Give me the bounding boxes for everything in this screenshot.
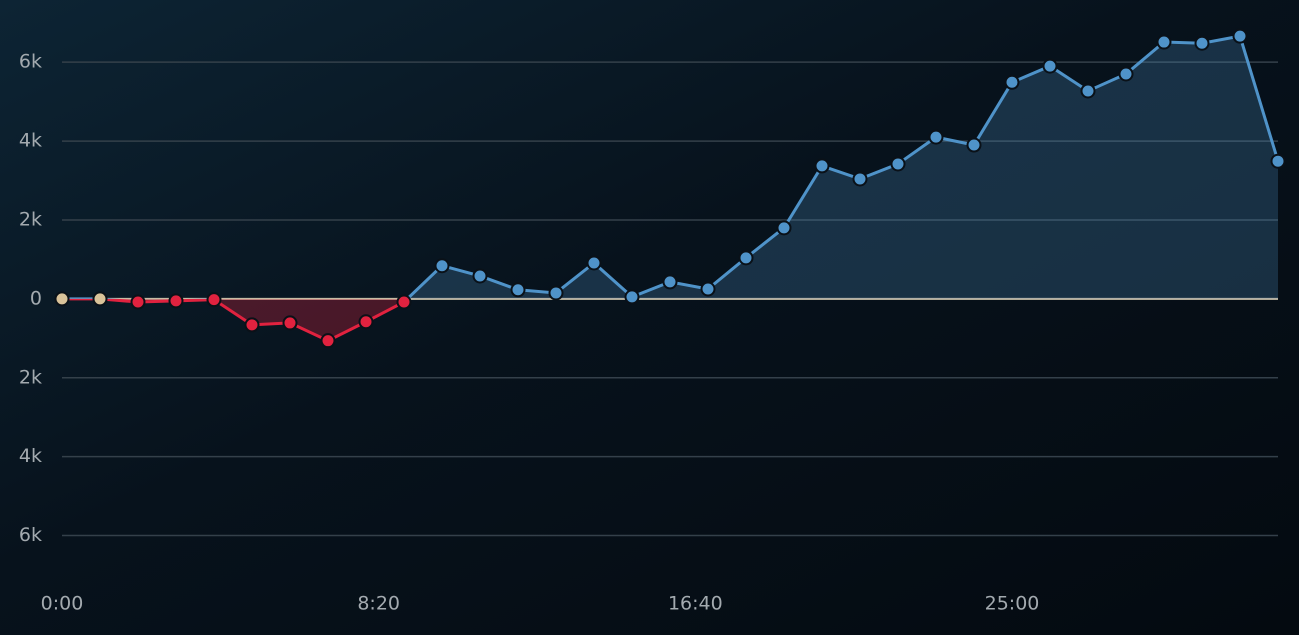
x-tick-label: 0:00 — [41, 593, 84, 615]
data-point — [890, 156, 906, 172]
data-point — [1080, 83, 1096, 99]
data-point — [738, 250, 754, 266]
data-point — [776, 220, 792, 236]
data-point — [928, 129, 944, 145]
data-point — [662, 274, 678, 290]
data-point — [852, 171, 868, 187]
data-point — [814, 158, 830, 174]
data-point — [1270, 153, 1286, 169]
data-point — [1194, 35, 1210, 51]
data-point — [358, 314, 374, 330]
data-point — [624, 289, 640, 305]
x-tick-label: 8:20 — [357, 593, 400, 615]
data-point — [396, 294, 412, 310]
y-tick-label: 2k — [19, 208, 42, 230]
x-tick-label: 16:40 — [668, 593, 723, 615]
line-negative — [62, 298, 410, 343]
data-point — [700, 281, 716, 297]
data-point — [1156, 34, 1172, 50]
data-point — [206, 292, 222, 308]
data-point — [1118, 66, 1134, 82]
data-point — [244, 317, 260, 333]
data-point — [168, 293, 184, 309]
data-point — [92, 291, 108, 307]
y-tick-label: 2k — [19, 366, 42, 388]
y-tick-label: 0 — [30, 287, 42, 309]
data-point — [1042, 58, 1058, 74]
y-tick-label: 6k — [19, 51, 42, 73]
y-tick-label: 4k — [19, 445, 42, 467]
area-positive — [62, 36, 1278, 299]
data-point — [510, 282, 526, 298]
data-point — [1004, 74, 1020, 90]
data-point — [966, 137, 982, 153]
y-tick-label: 4k — [19, 130, 42, 152]
data-point — [320, 333, 336, 349]
data-point — [54, 291, 70, 307]
y-tick-label: 6k — [19, 524, 42, 546]
data-point — [548, 285, 564, 301]
data-point — [282, 315, 298, 331]
data-point — [1232, 28, 1248, 44]
data-point — [586, 255, 602, 271]
data-point — [434, 258, 450, 274]
data-point — [130, 294, 146, 310]
data-point — [472, 268, 488, 284]
x-tick-label: 25:00 — [985, 593, 1040, 615]
